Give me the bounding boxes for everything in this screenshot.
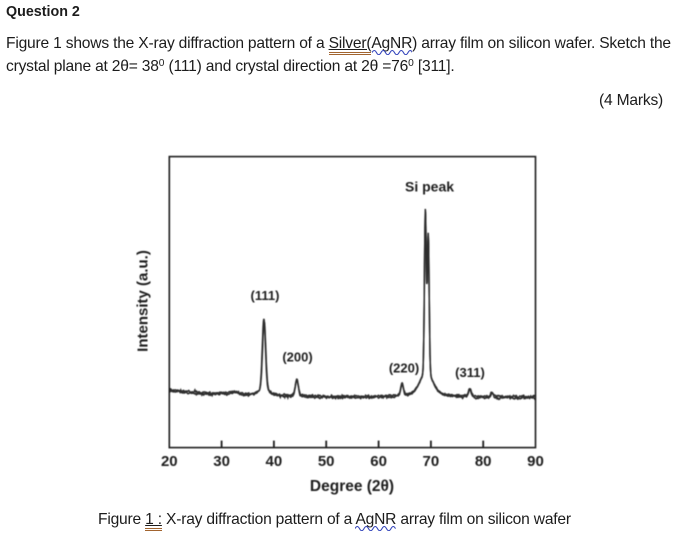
svg-text:(311): (311): [455, 365, 485, 380]
svg-text:(111): (111): [251, 288, 280, 303]
svg-text:(200): (200): [282, 350, 312, 365]
svg-text:60: 60: [370, 453, 387, 470]
svg-text:30: 30: [213, 453, 230, 470]
svg-text:70: 70: [423, 453, 440, 470]
svg-text:Intensity (a.u.): Intensity (a.u.): [135, 250, 152, 352]
svg-text:Degree (2θ): Degree (2θ): [310, 478, 394, 495]
svg-text:90: 90: [527, 453, 544, 470]
svg-text:Si peak: Si peak: [405, 179, 454, 195]
svg-text:50: 50: [318, 453, 335, 470]
svg-text:80: 80: [475, 453, 492, 470]
svg-text:40: 40: [266, 453, 283, 470]
svg-text:(220): (220): [389, 361, 419, 376]
svg-text:20: 20: [161, 453, 178, 470]
